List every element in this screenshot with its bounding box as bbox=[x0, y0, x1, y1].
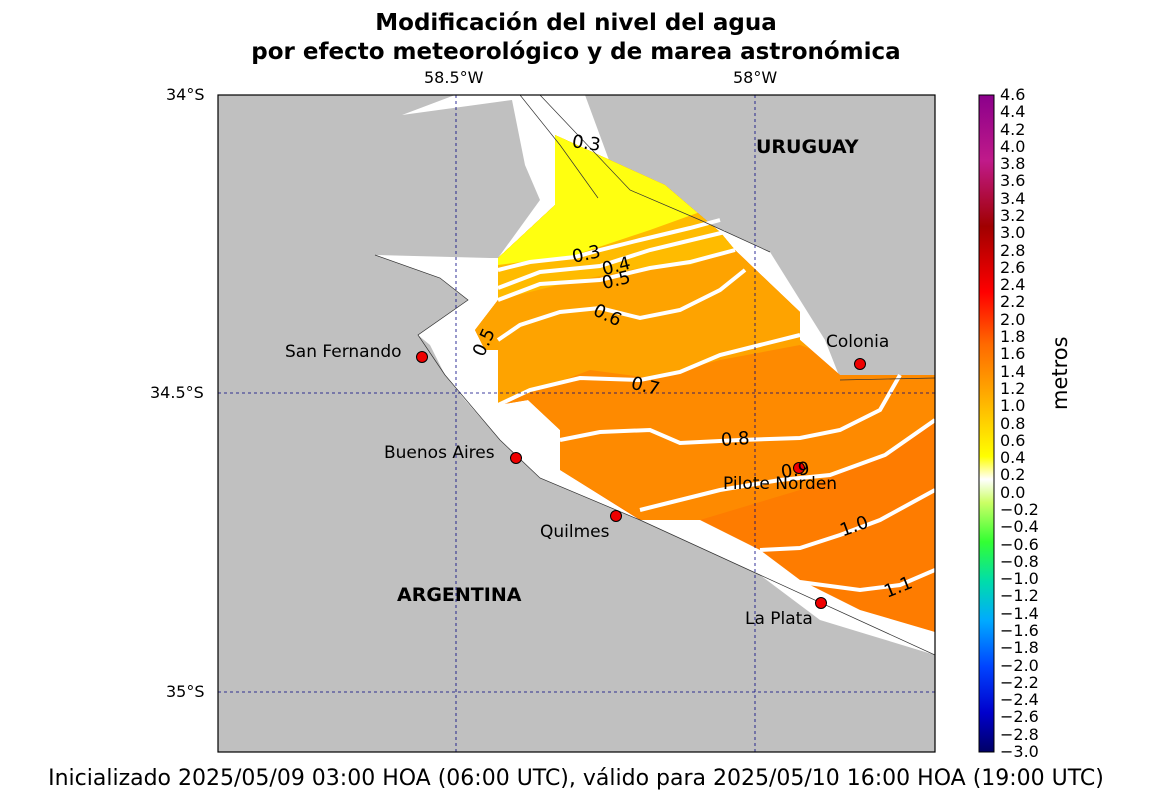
marker-colonia bbox=[854, 358, 866, 370]
colorbar-tick-label: −0.4 bbox=[1000, 517, 1039, 537]
colorbar-tick-label: 2.4 bbox=[1000, 275, 1026, 295]
city-label-pilote-norden: Pilote Norden bbox=[723, 474, 838, 494]
colorbar-tick-label: 1.4 bbox=[1000, 361, 1026, 381]
colorbar-tick-label: −1.2 bbox=[1000, 586, 1039, 606]
colorbar-tick-label: −0.6 bbox=[1000, 534, 1039, 554]
colorbar bbox=[978, 94, 995, 753]
colorbar-tick-label: −1.6 bbox=[1000, 620, 1039, 640]
colorbar-tick-label: 4.6 bbox=[1000, 85, 1026, 104]
colorbar-tick-label: 1.0 bbox=[1000, 396, 1026, 416]
validity-footer: Inicializado 2025/05/09 03:00 HOA (06:00… bbox=[48, 766, 1104, 791]
colorbar-tick-label: 1.6 bbox=[1000, 344, 1026, 364]
colorbar-tick-label: 3.4 bbox=[1000, 188, 1026, 208]
city-markers bbox=[416, 351, 866, 609]
colorbar-tick-label: 1.2 bbox=[1000, 378, 1026, 398]
colorbar-tick-label: −0.2 bbox=[1000, 499, 1039, 519]
colorbar-tick-label: −0.8 bbox=[1000, 551, 1039, 571]
colorbar-tick-label: 1.8 bbox=[1000, 327, 1026, 347]
colorbar-tick-label: 3.8 bbox=[1000, 154, 1026, 174]
map-frame bbox=[217, 94, 936, 753]
country-label-argentina: ARGENTINA bbox=[397, 584, 522, 606]
city-label-buenos-aires: Buenos Aires bbox=[384, 443, 495, 463]
lon-tick-58-5w: 58.5°W bbox=[424, 68, 484, 87]
colorbar-tick-label: 0.8 bbox=[1000, 413, 1026, 433]
lat-tick-34-5s: 34.5°S bbox=[150, 383, 204, 402]
city-label-la-plata: La Plata bbox=[745, 609, 813, 629]
lat-tick-35s: 35°S bbox=[166, 682, 205, 701]
colorbar-tick-label: −2.6 bbox=[1000, 707, 1039, 727]
colorbar-tick-label: 4.0 bbox=[1000, 136, 1026, 156]
colorbar-tick-label: 0.4 bbox=[1000, 448, 1026, 468]
chart-title-line-1: Modificación del nivel del agua bbox=[375, 10, 777, 36]
colorbar-tick-label: 2.2 bbox=[1000, 292, 1026, 312]
lat-tick-34s: 34°S bbox=[166, 85, 205, 104]
marker-pilote-norden bbox=[793, 462, 805, 474]
contour-label: 0.9 bbox=[779, 458, 811, 483]
colorbar-tick-label: 3.0 bbox=[1000, 223, 1026, 243]
colorbar-tick-label: −1.4 bbox=[1000, 603, 1039, 623]
colorbar-tick-label: 2.6 bbox=[1000, 257, 1026, 277]
city-label-san-fernando: San Fernando bbox=[285, 342, 402, 362]
colorbar-tick-label: −1.0 bbox=[1000, 569, 1039, 589]
colorbar-tick-label: 2.8 bbox=[1000, 240, 1026, 260]
colorbar-tick-label: 2.0 bbox=[1000, 309, 1026, 329]
colorbar-tick-label: −2.2 bbox=[1000, 672, 1039, 692]
graticule bbox=[218, 95, 935, 752]
contour-label: 0.3 bbox=[570, 131, 602, 156]
colorbar-tick-label: −2.0 bbox=[1000, 655, 1039, 675]
lon-tick-58w: 58°W bbox=[733, 68, 778, 87]
city-label-quilmes: Quilmes bbox=[540, 522, 610, 542]
colorbar-tick-label: 0.2 bbox=[1000, 465, 1026, 485]
marker-san-fernando bbox=[416, 351, 428, 363]
colorbar-tick-label: 4.4 bbox=[1000, 102, 1026, 122]
colorbar-tick-label: −1.8 bbox=[1000, 638, 1039, 658]
colorbar-tick-label: 3.6 bbox=[1000, 171, 1026, 191]
colorbar-tick-label: 0.0 bbox=[1000, 482, 1026, 502]
coastline bbox=[374, 95, 935, 656]
marker-buenos-aires bbox=[510, 452, 522, 464]
colorbar-tick-label: −2.4 bbox=[1000, 690, 1039, 710]
colorbar-tick-label: 4.2 bbox=[1000, 119, 1026, 139]
country-label-uruguay: URUGUAY bbox=[756, 136, 859, 158]
colorbar-tick-label: −3.0 bbox=[1000, 742, 1039, 761]
contour-label: 0.8 bbox=[720, 428, 751, 451]
marker-quilmes bbox=[610, 510, 622, 522]
colorbar-unit-label: metros bbox=[1048, 336, 1072, 410]
colorbar-tick-label: 3.2 bbox=[1000, 206, 1026, 226]
contour-lines bbox=[496, 133, 935, 593]
colorbar-tick-label: 0.6 bbox=[1000, 430, 1026, 450]
city-label-colonia: Colonia bbox=[826, 332, 890, 352]
marker-la-plata bbox=[815, 597, 827, 609]
colorbar-tick-label: −2.8 bbox=[1000, 724, 1039, 744]
chart-title-line-2: por efecto meteorológico y de marea astr… bbox=[251, 39, 901, 65]
